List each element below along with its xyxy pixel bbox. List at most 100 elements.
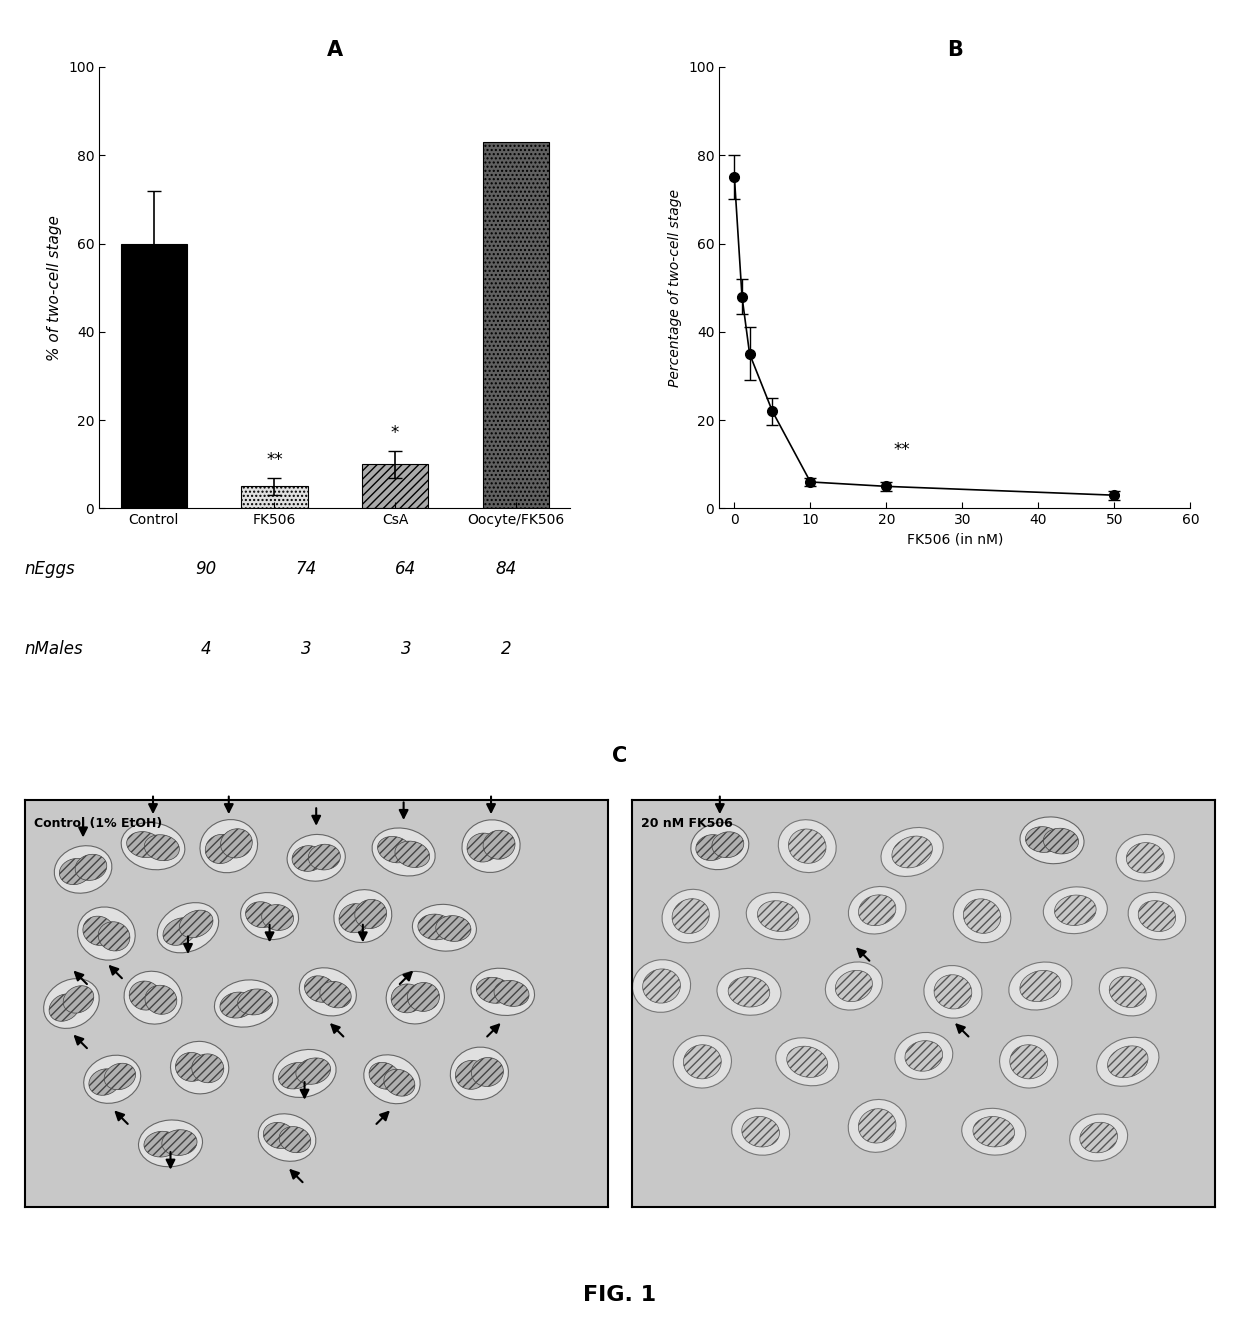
Text: **: ** — [267, 451, 283, 468]
Ellipse shape — [78, 907, 135, 961]
Ellipse shape — [1009, 962, 1071, 1010]
Ellipse shape — [786, 1046, 828, 1077]
Ellipse shape — [1128, 892, 1185, 939]
Ellipse shape — [712, 832, 744, 858]
Ellipse shape — [215, 979, 278, 1028]
Ellipse shape — [418, 914, 453, 939]
Ellipse shape — [1126, 843, 1164, 872]
Ellipse shape — [296, 1058, 331, 1084]
Ellipse shape — [672, 899, 709, 934]
Ellipse shape — [934, 975, 972, 1009]
Ellipse shape — [238, 989, 273, 1016]
Ellipse shape — [954, 890, 1011, 943]
Ellipse shape — [776, 1038, 838, 1085]
Ellipse shape — [258, 1113, 316, 1161]
Ellipse shape — [124, 971, 182, 1024]
Ellipse shape — [378, 836, 413, 863]
Ellipse shape — [962, 1108, 1025, 1155]
Y-axis label: Percentage of two-cell stage: Percentage of two-cell stage — [668, 189, 682, 387]
Ellipse shape — [273, 1049, 336, 1097]
Title: A: A — [326, 40, 343, 60]
Ellipse shape — [1110, 977, 1146, 1008]
Ellipse shape — [355, 899, 387, 929]
Text: 74: 74 — [295, 559, 316, 578]
Ellipse shape — [334, 890, 392, 942]
Ellipse shape — [384, 1069, 415, 1096]
Text: 3: 3 — [401, 640, 412, 658]
Text: 90: 90 — [195, 559, 217, 578]
Ellipse shape — [848, 1100, 906, 1152]
Ellipse shape — [126, 832, 161, 858]
Ellipse shape — [471, 969, 534, 1016]
Bar — [482, 142, 549, 508]
Ellipse shape — [60, 859, 91, 884]
Ellipse shape — [84, 1056, 140, 1104]
Text: FIG. 1: FIG. 1 — [584, 1284, 656, 1305]
Ellipse shape — [180, 910, 213, 938]
Text: Control (1% EtOH): Control (1% EtOH) — [33, 818, 161, 830]
Ellipse shape — [924, 966, 982, 1018]
Ellipse shape — [279, 1062, 314, 1089]
Ellipse shape — [309, 844, 340, 870]
Ellipse shape — [200, 820, 258, 872]
Ellipse shape — [1070, 1115, 1127, 1161]
Ellipse shape — [1043, 887, 1107, 934]
Ellipse shape — [673, 1036, 732, 1088]
Ellipse shape — [450, 1048, 508, 1100]
Ellipse shape — [999, 1036, 1058, 1088]
Ellipse shape — [848, 887, 906, 934]
Ellipse shape — [463, 820, 520, 872]
Ellipse shape — [732, 1108, 790, 1155]
Ellipse shape — [642, 969, 681, 1004]
Ellipse shape — [1080, 1123, 1117, 1153]
Title: B: B — [947, 40, 962, 60]
Ellipse shape — [305, 975, 336, 1002]
Ellipse shape — [632, 959, 691, 1013]
Ellipse shape — [76, 854, 107, 880]
Ellipse shape — [1043, 828, 1079, 854]
Ellipse shape — [494, 981, 529, 1006]
Ellipse shape — [50, 994, 79, 1021]
Ellipse shape — [83, 917, 114, 946]
Ellipse shape — [192, 1054, 223, 1082]
Ellipse shape — [691, 823, 749, 870]
Ellipse shape — [858, 895, 895, 926]
Text: **: ** — [894, 442, 910, 459]
Ellipse shape — [89, 1069, 120, 1096]
Ellipse shape — [363, 1054, 420, 1104]
Ellipse shape — [1021, 818, 1084, 864]
Ellipse shape — [171, 1041, 228, 1094]
Ellipse shape — [1100, 967, 1156, 1016]
Ellipse shape — [104, 1064, 135, 1089]
Ellipse shape — [467, 834, 498, 862]
Ellipse shape — [1138, 900, 1176, 931]
Ellipse shape — [413, 904, 476, 951]
Text: 20 nM FK506: 20 nM FK506 — [641, 818, 733, 830]
Ellipse shape — [973, 1116, 1014, 1147]
Ellipse shape — [391, 983, 423, 1013]
Text: 64: 64 — [396, 559, 417, 578]
Bar — [362, 464, 428, 508]
Ellipse shape — [746, 892, 810, 939]
Ellipse shape — [157, 903, 218, 953]
Ellipse shape — [895, 1033, 952, 1080]
Ellipse shape — [858, 1109, 897, 1143]
Ellipse shape — [905, 1041, 942, 1072]
Ellipse shape — [455, 1061, 487, 1089]
Ellipse shape — [139, 1120, 202, 1167]
Ellipse shape — [262, 904, 294, 930]
Ellipse shape — [372, 828, 435, 876]
Ellipse shape — [339, 903, 371, 933]
Ellipse shape — [219, 991, 255, 1018]
Ellipse shape — [98, 922, 130, 951]
Ellipse shape — [394, 842, 429, 867]
Ellipse shape — [299, 967, 356, 1016]
Ellipse shape — [683, 1045, 722, 1078]
Ellipse shape — [1096, 1037, 1159, 1086]
Ellipse shape — [662, 890, 719, 943]
Ellipse shape — [696, 835, 728, 860]
Ellipse shape — [880, 827, 944, 876]
Ellipse shape — [63, 986, 94, 1013]
Ellipse shape — [43, 978, 99, 1029]
Ellipse shape — [408, 982, 439, 1012]
